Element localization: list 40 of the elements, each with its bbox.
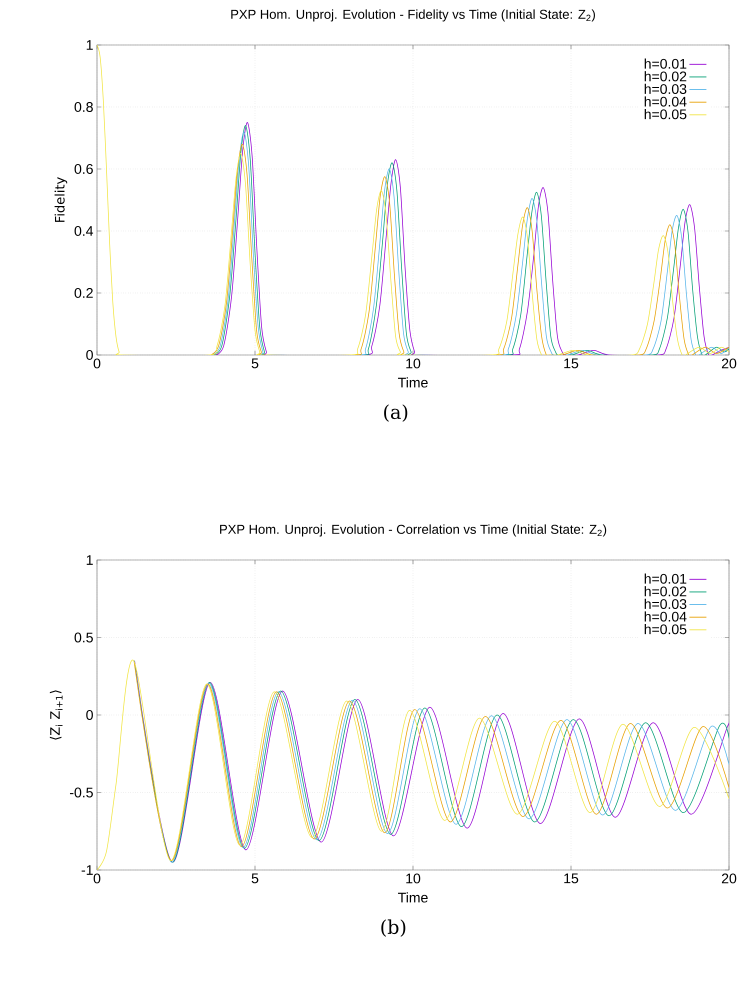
x-tick-label: 10 [406, 874, 420, 884]
legend-label: h=0.02 [644, 586, 686, 596]
x-axis-title: Time [398, 377, 428, 388]
x-tick-label: 15 [564, 358, 578, 368]
legend-label: h=0.03 [644, 84, 686, 94]
y-tick-label: -0.5 [70, 788, 93, 798]
y-axis-title: Fidelity [54, 177, 68, 222]
chart-title: PXP Hom. Unproj. Evolution - Fidelity vs Time (Initial State: Z$_{2}$) [231, 9, 595, 22]
x-tick-label: 0 [94, 358, 100, 368]
x-tick-label: 5 [252, 358, 258, 368]
y-tick-label: 0.2 [74, 288, 93, 298]
x-tick-label: 15 [564, 874, 578, 884]
x-axis-title: Time [398, 892, 428, 903]
text: (a) [384, 404, 408, 422]
line-series [97, 44, 730, 355]
y-tick-label: 0.6 [74, 164, 93, 174]
y-tick-label: 1 [86, 555, 93, 565]
chart-title: PXP Hom. Unproj. Evolution - Correlation vs Time (Initial State: Z$_{2}$) [220, 524, 606, 537]
legend-label: h=0.05 [644, 108, 686, 120]
legend-label: h=0.01 [644, 573, 686, 584]
x-tick-label: 0 [94, 874, 100, 884]
y-tick-label: 0.8 [74, 102, 93, 112]
x-tick-label: 20 [722, 358, 736, 368]
y-axis-title: ⟨Z$_{i}$ Z$_{i+1}$⟩ [50, 690, 63, 740]
y-tick-label: 0.4 [74, 226, 94, 236]
x-tick-label: 10 [406, 358, 420, 368]
y-tick-label: -1 [82, 865, 93, 875]
x-tick-label: 20 [722, 874, 736, 884]
legend-label: h=0.05 [644, 624, 686, 634]
y-tick-label: 0 [86, 710, 93, 720]
legend-label: h=0.01 [644, 58, 686, 69]
y-tick-label: 0 [86, 350, 93, 360]
x-tick-label: 5 [252, 874, 258, 884]
text: (b) [381, 919, 406, 937]
legend-label: h=0.03 [644, 598, 686, 610]
y-tick-label: 0.5 [74, 632, 93, 642]
y-tick-label: 1 [86, 40, 93, 50]
legend-label: h=0.02 [644, 71, 686, 82]
legend-label: h=0.04 [644, 611, 687, 622]
legend-label: h=0.04 [644, 96, 687, 107]
